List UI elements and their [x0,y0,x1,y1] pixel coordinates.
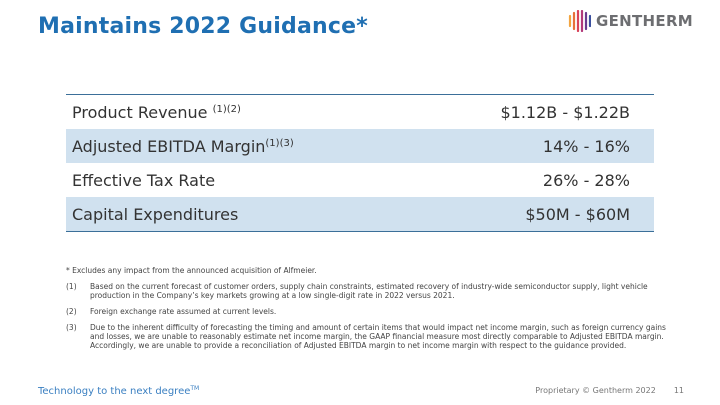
footnote-number: (1) [66,282,77,291]
table-row: Capital Expenditures $50M - $60M [66,197,654,232]
logo-text: GENTHERM [596,12,694,30]
footer-right: Proprietary © Gentherm 2022 11 [535,386,684,395]
gentherm-logo-icon [568,10,591,32]
guidance-table: Product Revenue (1)(2) $1.12B - $1.22B A… [66,94,654,232]
table-row: Effective Tax Rate 26% - 28% [66,163,654,197]
trademark: TM [190,385,200,392]
footnote-number: (2) [66,307,77,316]
table-row: Adjusted EBITDA Margin(1)(3) 14% - 16% [66,129,654,163]
footnote: (1) Based on the current forecast of cus… [66,282,676,300]
row-label: Adjusted EBITDA Margin(1)(3) [66,129,416,163]
row-value: 14% - 16% [415,129,654,163]
footnotes: * Excludes any impact from the announced… [66,266,676,357]
page-title: Maintains 2022 Guidance* [38,14,368,39]
row-label: Product Revenue (1)(2) [72,102,241,122]
table-row: Product Revenue (1)(2) $1.12B - $1.22B [66,95,654,130]
footnote-star: * Excludes any impact from the announced… [66,266,317,275]
footnote-ref: (1)(3) [265,137,294,149]
footnote-text: Foreign exchange rate assumed at current… [90,307,277,316]
footnote-ref: (1)(2) [212,103,241,115]
page-number: 11 [673,386,684,395]
footnote-text: Based on the current forecast of custome… [90,282,648,300]
row-value: $1.12B - $1.22B [500,102,630,122]
row-label: Capital Expenditures [66,197,416,232]
footnote: (2) Foreign exchange rate assumed at cur… [66,307,676,316]
row-value: $50M - $60M [415,197,654,232]
proprietary-notice: Proprietary © Gentherm 2022 [535,386,656,395]
footer-tagline: Technology to the next degreeTM [38,385,200,397]
row-value: 26% - 28% [542,170,630,190]
footnote: (3) Due to the inherent difficulty of fo… [66,323,676,350]
row-label: Effective Tax Rate [72,170,216,190]
footnote-text: Due to the inherent difficulty of foreca… [90,323,666,350]
footnote-number: (3) [66,323,77,332]
gentherm-logo: GENTHERM [567,10,693,32]
